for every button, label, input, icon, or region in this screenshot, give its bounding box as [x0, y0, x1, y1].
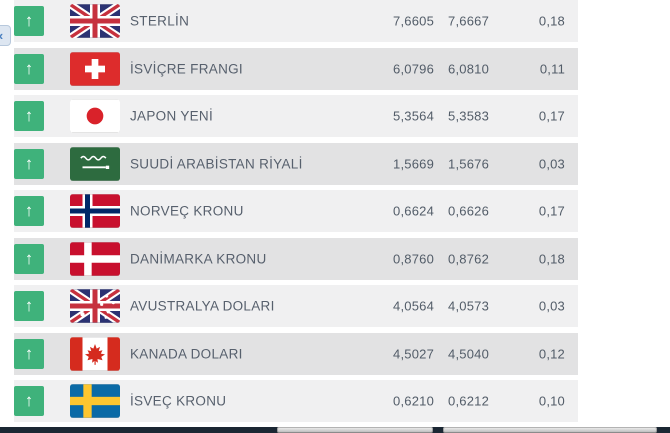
- buy-rate: 0,6624: [393, 203, 434, 219]
- sell-rate: 0,6212: [448, 393, 489, 409]
- currency-row[interactable]: ↑ SUUDİ ARABİSTAN RİYALİ 1,5669 1,5676 0…: [14, 142, 578, 185]
- sell-rate: 4,5040: [448, 346, 489, 361]
- change-percent: 0,12: [538, 346, 565, 361]
- change-percent: 0,18: [538, 251, 565, 266]
- up-arrow-icon: ↑: [24, 11, 34, 30]
- trend-up-indicator: ↑: [14, 101, 44, 131]
- currency-row[interactable]: ↑ NORVEÇ KRONU 0,6624 0,6626 0,17: [14, 190, 578, 232]
- currency-name: JAPON YENİ: [130, 108, 214, 124]
- change-percent: 0,11: [539, 61, 565, 76]
- buy-rate: 4,0564: [393, 298, 434, 314]
- trend-up-indicator: ↑: [14, 196, 44, 226]
- currency-flag-icon: [70, 146, 120, 181]
- buy-rate: 6,0796: [393, 61, 434, 76]
- horizontal-scrollbar[interactable]: [0, 427, 670, 433]
- buy-rate: 7,6605: [393, 13, 434, 29]
- currency-row[interactable]: ↑ AVUSTRALYA DOLARI 4,0564 4,0573 0,03: [14, 285, 578, 327]
- trend-up-indicator: ↑: [14, 243, 44, 274]
- currency-name: STERLİN: [130, 13, 190, 29]
- scrollbar-thumb[interactable]: [277, 427, 433, 433]
- buy-rate: 0,8760: [393, 251, 434, 266]
- change-percent: 0,10: [538, 393, 565, 409]
- currency-flag-icon: [70, 51, 120, 86]
- change-percent: 0,18: [538, 13, 565, 29]
- sell-rate: 0,8762: [448, 251, 489, 266]
- trend-up-indicator: ↑: [14, 6, 44, 36]
- currency-row[interactable]: ↑ DANİMARKA KRONU 0,8760 0,8762 0,18: [14, 237, 578, 280]
- trend-up-indicator: ↑: [14, 53, 44, 84]
- currency-row[interactable]: ↑ İSVİÇRE FRANGI 6,0796 6,0810 0,11: [14, 47, 578, 90]
- change-percent: 0,03: [538, 156, 565, 171]
- buy-rate: 5,3564: [393, 108, 434, 124]
- currency-name: İSVEÇ KRONU: [130, 393, 227, 409]
- currency-row[interactable]: ↑ STERLİN 7,6605 7,6667 0,18: [14, 0, 578, 42]
- trend-up-indicator: ↑: [14, 386, 44, 416]
- trend-up-indicator: ↑: [14, 291, 44, 321]
- currency-flag-icon: [70, 289, 120, 323]
- sell-rate: 4,0573: [448, 298, 489, 314]
- change-percent: 0,17: [538, 203, 565, 219]
- buy-rate: 1,5669: [393, 156, 434, 171]
- currency-flag-icon: [70, 336, 120, 371]
- up-arrow-icon: ↑: [24, 106, 34, 125]
- currency-row[interactable]: ↑ KANADA DOLARI 4,5027 4,5040 0,12: [14, 332, 578, 375]
- up-arrow-icon: ↑: [24, 153, 34, 173]
- currency-flag-icon: [70, 4, 120, 38]
- buy-rate: 0,6210: [393, 393, 434, 409]
- up-arrow-icon: ↑: [24, 58, 34, 78]
- up-arrow-icon: ↑: [24, 248, 34, 268]
- up-arrow-icon: ↑: [24, 343, 34, 363]
- change-percent: 0,17: [538, 108, 565, 124]
- currency-name: İSVİÇRE FRANGI: [130, 61, 243, 76]
- sell-rate: 6,0810: [448, 61, 489, 76]
- currency-name: DANİMARKA KRONU: [130, 251, 267, 266]
- trend-up-indicator: ↑: [14, 148, 44, 179]
- buy-rate: 4,5027: [393, 346, 434, 361]
- change-percent: 0,03: [538, 298, 565, 314]
- up-arrow-icon: ↑: [24, 391, 34, 410]
- chevron-left-icon: ‹: [0, 28, 3, 43]
- up-arrow-icon: ↑: [24, 296, 34, 315]
- currency-name: KANADA DOLARI: [130, 346, 243, 361]
- currency-name: SUUDİ ARABİSTAN RİYALİ: [130, 156, 303, 171]
- currency-row[interactable]: ↑ İSVEÇ KRONU 0,6210 0,6212 0,10: [14, 380, 578, 422]
- currency-row[interactable]: ↑ JAPON YENİ 5,3564 5,3583 0,17: [14, 95, 578, 137]
- currency-name: NORVEÇ KRONU: [130, 203, 244, 219]
- sell-rate: 5,3583: [448, 108, 489, 124]
- sell-rate: 7,6667: [448, 13, 489, 29]
- currency-flag-icon: [70, 99, 120, 133]
- carousel-prev-button[interactable]: ‹: [0, 25, 11, 46]
- currency-flag-icon: [70, 194, 120, 228]
- up-arrow-icon: ↑: [24, 201, 34, 220]
- scrollbar-thumb[interactable]: [443, 427, 657, 433]
- trend-up-indicator: ↑: [14, 338, 44, 369]
- sell-rate: 0,6626: [448, 203, 489, 219]
- sell-rate: 1,5676: [448, 156, 489, 171]
- currency-name: AVUSTRALYA DOLARI: [130, 298, 275, 314]
- currency-flag-icon: [70, 241, 120, 276]
- currency-flag-icon: [70, 384, 120, 418]
